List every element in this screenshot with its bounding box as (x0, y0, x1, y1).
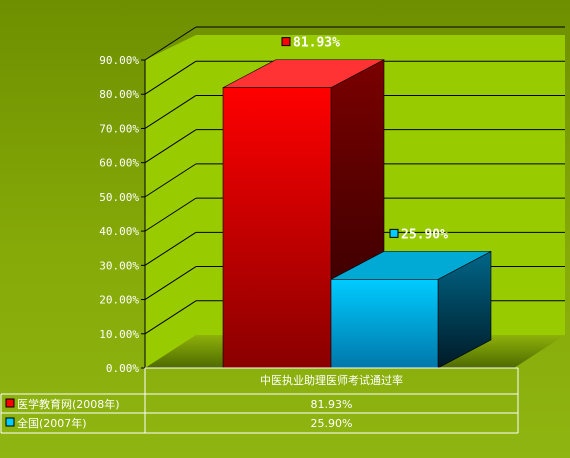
y-tick-label: 50.00% (99, 191, 139, 204)
y-tick-label: 20.00% (99, 294, 139, 307)
y-tick-label: 0.00% (106, 362, 139, 375)
gridline-side (144, 300, 197, 335)
y-tick-label: 90.00% (99, 54, 139, 67)
data-label-swatch (389, 228, 399, 238)
gridline-side (144, 231, 197, 266)
data-label: 25.90% (401, 227, 448, 242)
table-value: 25.90% (311, 417, 353, 430)
gridline-side (144, 26, 197, 61)
data-label: 81.93% (293, 36, 340, 51)
gridline-side (144, 163, 197, 198)
legend-series-name: 全国(2007年) (17, 416, 87, 430)
legend-swatch (5, 398, 15, 408)
legend-series-name: 医学教育网(2008年) (17, 397, 120, 411)
y-tick-label: 60.00% (99, 157, 139, 170)
side-wall (145, 35, 196, 368)
gridline-side (144, 129, 197, 164)
y-tick-label: 40.00% (99, 225, 139, 238)
bars: 81.93% 25.90% (222, 36, 492, 369)
legend-swatch (5, 417, 15, 427)
data-label-swatch (281, 37, 291, 47)
y-tick-label: 30.00% (99, 259, 139, 272)
gridline-side (144, 60, 197, 95)
bar-front (330, 279, 439, 369)
y-axis-ticks: 0.00% 10.00% 20.00% 30.00% 40.00% 50.00% 60.00… (99, 54, 145, 375)
gridline-side (144, 197, 197, 232)
y-tick-label: 10.00% (99, 328, 139, 341)
gridline-side (144, 266, 197, 300)
y-tick-label: 80.00% (99, 88, 139, 101)
bar-1: 25.90% (330, 227, 492, 369)
category-label: 中医执业助理医师考试通过率 (260, 373, 403, 387)
y-tick-label: 70.00% (99, 122, 139, 135)
bar-front (222, 87, 332, 369)
gridline-side (144, 95, 197, 129)
table-value: 81.93% (311, 398, 353, 411)
